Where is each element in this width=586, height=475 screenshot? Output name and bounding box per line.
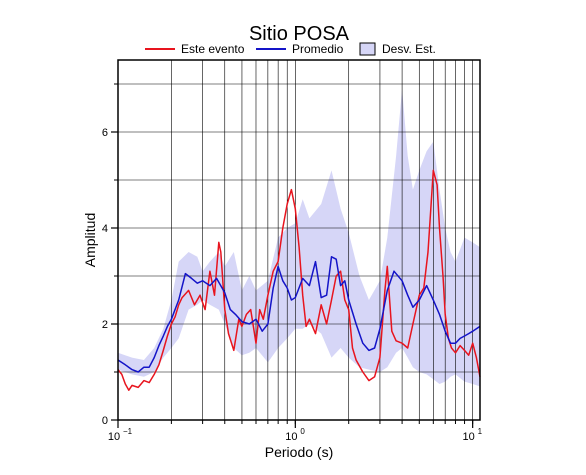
std-band bbox=[118, 88, 480, 387]
grid-layer bbox=[118, 60, 480, 420]
plot-frame bbox=[117, 59, 481, 421]
x-tick-label: 10 bbox=[463, 431, 475, 443]
legend: Este evento Promedio Desv. Est. bbox=[145, 42, 436, 56]
x-tick-label: 10 bbox=[285, 431, 297, 443]
y-tick-label: 2 bbox=[102, 319, 108, 331]
x-axis-label: Periodo (s) bbox=[265, 444, 333, 460]
y-tick-label: 0 bbox=[102, 415, 108, 427]
x-tick-exponent: 1 bbox=[478, 427, 483, 436]
legend-swatch-desv-est bbox=[359, 42, 376, 56]
std-band-layer bbox=[118, 88, 480, 387]
y-axis-label: Amplitud bbox=[82, 213, 98, 267]
x-tick-exponent: 0 bbox=[300, 427, 305, 436]
legend-label-este-evento: Este evento bbox=[181, 42, 245, 56]
series-line-este-evento bbox=[117, 169, 481, 391]
legend-label-desv-est: Desv. Est. bbox=[382, 42, 436, 56]
x-tick-exponent: −1 bbox=[123, 427, 133, 436]
series-line-promedio bbox=[117, 256, 481, 373]
x-tick-label: 10 bbox=[108, 431, 120, 443]
chart-title: Sitio POSA bbox=[249, 23, 350, 45]
series-layer bbox=[117, 169, 481, 391]
legend-label-promedio: Promedio bbox=[292, 42, 344, 56]
y-tick-label: 6 bbox=[102, 127, 108, 139]
y-tick-label: 4 bbox=[102, 223, 108, 235]
